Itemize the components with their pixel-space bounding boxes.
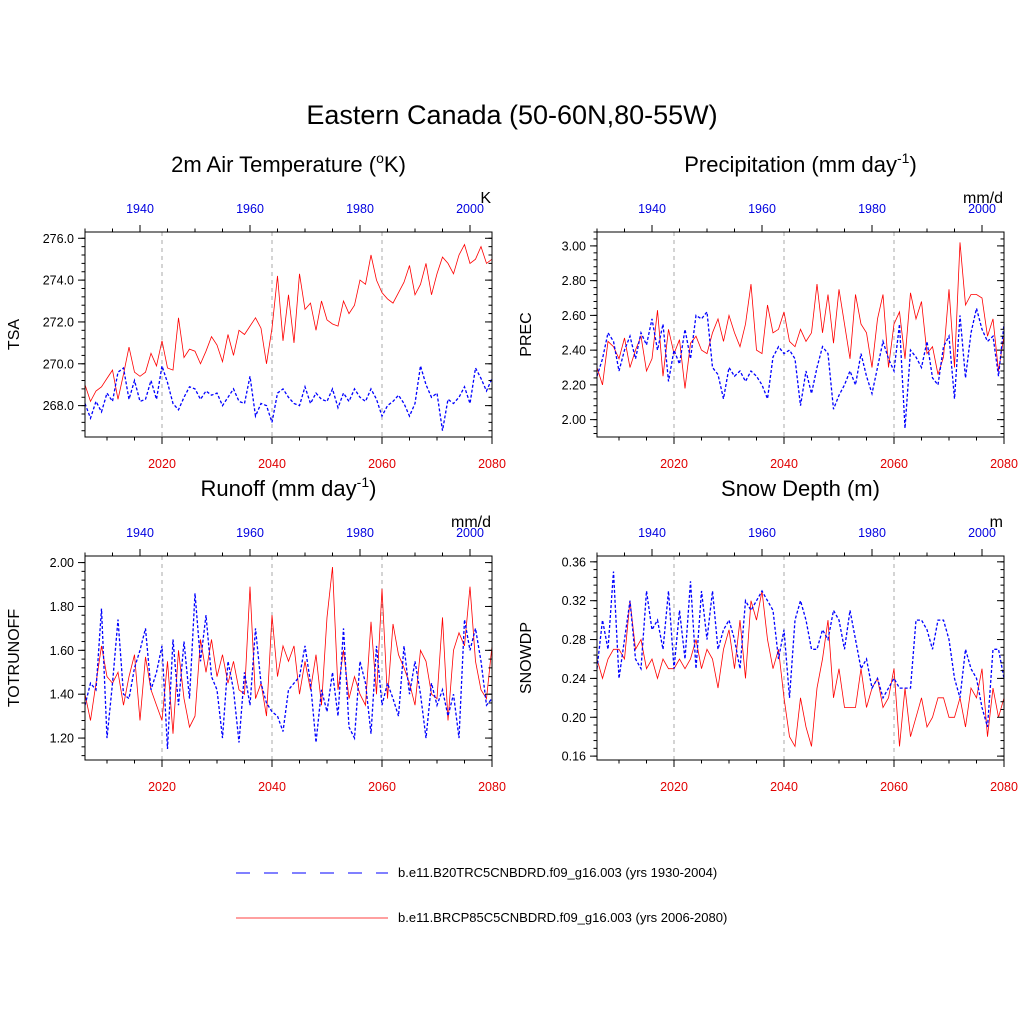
panel-title-runoff: Runoff (mm day-1) bbox=[201, 474, 377, 501]
x-tick-label-bottom-runoff: 2040 bbox=[258, 780, 286, 794]
x-tick-label-bottom-snow-depth: 2080 bbox=[990, 780, 1018, 794]
x-tick-label-top-snow-depth: 1980 bbox=[858, 526, 886, 540]
y-tick-label-snow-depth: 0.36 bbox=[562, 555, 586, 569]
panel-precipitation: Precipitation (mm day-1) mm/d PREC 2.00 2.20… bbox=[518, 150, 1018, 471]
x-tick-label-top-precipitation: 1980 bbox=[858, 202, 886, 216]
series-rcp85-line-snow-depth bbox=[596, 590, 1005, 748]
y-tick-label-runoff: 1.60 bbox=[50, 644, 74, 658]
panel-title-air-temperature: 2m Air Temperature (oK) bbox=[171, 150, 406, 177]
units-label-precipitation: mm/d bbox=[963, 190, 1003, 207]
x-tick-label-top-runoff: 1940 bbox=[126, 526, 154, 540]
y-tick-label-air-temperature: 274.0 bbox=[43, 274, 74, 288]
units-label-runoff: mm/d bbox=[451, 514, 491, 531]
y-tick-label-air-temperature: 268.0 bbox=[43, 399, 74, 413]
y-tick-label-precipitation: 2.80 bbox=[562, 274, 586, 288]
y-tick-label-runoff: 1.80 bbox=[50, 600, 74, 614]
plot-frame-air-temperature bbox=[84, 231, 493, 438]
x-tick-label-top-snow-depth: 2000 bbox=[968, 526, 996, 540]
x-tick-label-bottom-precipitation: 2080 bbox=[990, 457, 1018, 471]
y-tick-label-runoff: 1.40 bbox=[50, 688, 74, 702]
x-tick-label-bottom-runoff: 2080 bbox=[478, 780, 506, 794]
series-rcp85-line-air-temperature bbox=[84, 243, 493, 403]
y-tick-label-air-temperature: 272.0 bbox=[43, 315, 74, 329]
x-tick-label-top-precipitation: 1960 bbox=[748, 202, 776, 216]
x-tick-label-top-air-temperature: 2000 bbox=[456, 202, 484, 216]
units-label-air-temperature: K bbox=[480, 190, 491, 207]
x-tick-label-bottom-air-temperature: 2060 bbox=[368, 457, 396, 471]
plot-frame-precipitation bbox=[596, 231, 1005, 438]
x-tick-label-top-air-temperature: 1940 bbox=[126, 202, 154, 216]
series-historical-line-precipitation bbox=[596, 308, 1005, 429]
y-tick-label-snow-depth: 0.16 bbox=[562, 750, 586, 764]
main-title: Eastern Canada (50-60N,80-55W) bbox=[306, 100, 718, 130]
y-tick-label-air-temperature: 276.0 bbox=[43, 232, 74, 246]
x-tick-label-top-precipitation: 1940 bbox=[638, 202, 666, 216]
y-tick-label-air-temperature: 270.0 bbox=[43, 357, 74, 371]
x-tick-label-top-air-temperature: 1960 bbox=[236, 202, 264, 216]
panel-runoff: Runoff (mm day-1) mm/d TOTRUNOFF 1.20 1.40 1.… bbox=[6, 474, 506, 794]
legend-label-historical: b.e11.B20TRC5CNBDRD.f09_g16.003 (yrs 193… bbox=[398, 865, 717, 880]
legend: b.e11.B20TRC5CNBDRD.f09_g16.003 (yrs 193… bbox=[236, 865, 727, 925]
x-tick-label-bottom-air-temperature: 2080 bbox=[478, 457, 506, 471]
y-tick-label-snow-depth: 0.32 bbox=[562, 594, 586, 608]
x-tick-label-bottom-snow-depth: 2060 bbox=[880, 780, 908, 794]
y-axis-label-air-temperature: TSA bbox=[6, 319, 23, 350]
x-tick-label-top-runoff: 1980 bbox=[346, 526, 374, 540]
x-tick-label-top-precipitation: 2000 bbox=[968, 202, 996, 216]
x-tick-label-top-snow-depth: 1940 bbox=[638, 526, 666, 540]
x-tick-label-top-air-temperature: 1980 bbox=[346, 202, 374, 216]
x-tick-label-bottom-runoff: 2060 bbox=[368, 780, 396, 794]
units-label-snow-depth: m bbox=[990, 514, 1003, 531]
x-tick-label-bottom-snow-depth: 2040 bbox=[770, 780, 798, 794]
plot-frame-snow-depth bbox=[596, 555, 1005, 761]
y-tick-label-snow-depth: 0.24 bbox=[562, 672, 586, 686]
y-tick-label-snow-depth: 0.20 bbox=[562, 711, 586, 725]
y-tick-label-precipitation: 2.40 bbox=[562, 344, 586, 358]
panel-snow-depth: Snow Depth (m) m SNOWDP 0.16 0.20 0.24 0.28 0.3… bbox=[518, 476, 1018, 794]
panel-title-precipitation: Precipitation (mm day-1) bbox=[684, 150, 917, 177]
panel-air-temperature: 2m Air Temperature (oK) K TSA 268.0 270.0 272… bbox=[6, 150, 506, 471]
y-tick-label-snow-depth: 0.28 bbox=[562, 633, 586, 647]
panel-title-snow-depth: Snow Depth (m) bbox=[721, 476, 880, 501]
x-tick-label-bottom-air-temperature: 2020 bbox=[148, 457, 176, 471]
y-tick-label-runoff: 2.00 bbox=[50, 556, 74, 570]
x-tick-label-bottom-precipitation: 2020 bbox=[660, 457, 688, 471]
series-historical-line-runoff bbox=[84, 593, 493, 750]
legend-label-rcp85: b.e11.BRCP85C5CNBDRD.f09_g16.003 (yrs 20… bbox=[398, 910, 727, 925]
x-tick-label-bottom-air-temperature: 2040 bbox=[258, 457, 286, 471]
y-tick-label-precipitation: 2.60 bbox=[562, 309, 586, 323]
x-tick-label-bottom-snow-depth: 2020 bbox=[660, 780, 688, 794]
series-historical-line-snow-depth bbox=[596, 571, 1005, 728]
y-tick-label-precipitation: 2.00 bbox=[562, 413, 586, 427]
series-rcp85-line-runoff bbox=[84, 566, 493, 734]
y-axis-label-snow-depth: SNOWDP bbox=[518, 622, 535, 694]
y-tick-label-precipitation: 3.00 bbox=[562, 239, 586, 253]
y-axis-label-precipitation: PREC bbox=[518, 312, 535, 356]
y-tick-label-precipitation: 2.20 bbox=[562, 378, 586, 392]
plot-frame-runoff bbox=[84, 555, 493, 761]
x-tick-label-bottom-precipitation: 2060 bbox=[880, 457, 908, 471]
y-tick-label-runoff: 1.20 bbox=[50, 732, 74, 746]
x-tick-label-bottom-runoff: 2020 bbox=[148, 780, 176, 794]
x-tick-label-top-runoff: 1960 bbox=[236, 526, 264, 540]
series-historical-line-air-temperature bbox=[84, 365, 493, 431]
x-tick-label-top-runoff: 2000 bbox=[456, 526, 484, 540]
series-rcp85-line-precipitation bbox=[596, 242, 1005, 389]
x-tick-label-bottom-precipitation: 2040 bbox=[770, 457, 798, 471]
x-tick-label-top-snow-depth: 1960 bbox=[748, 526, 776, 540]
y-axis-label-runoff: TOTRUNOFF bbox=[6, 609, 23, 708]
